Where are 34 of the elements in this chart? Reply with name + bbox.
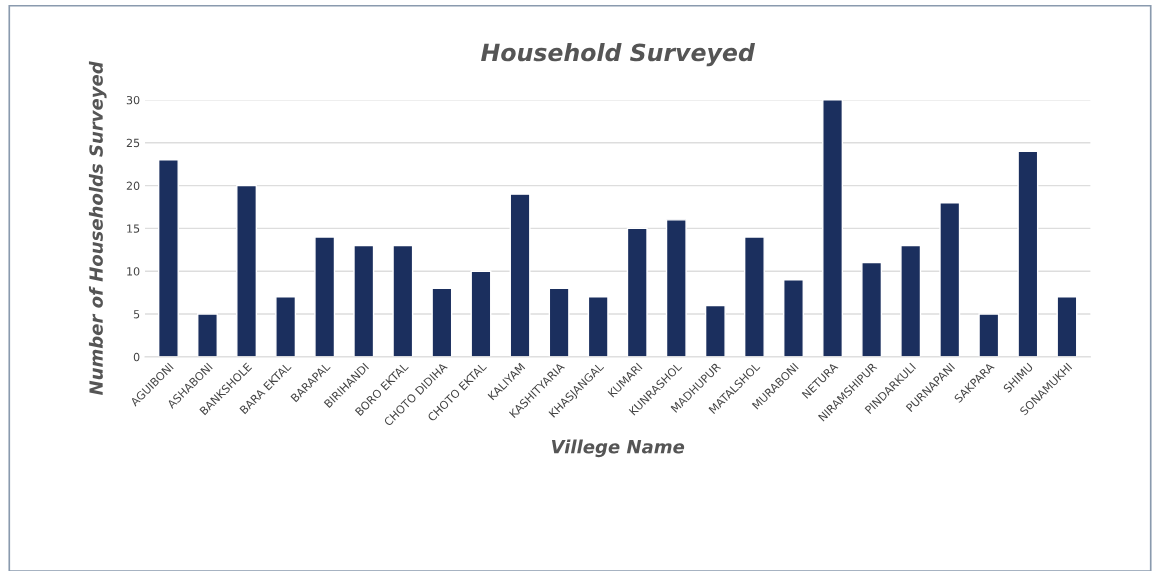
bar	[861, 261, 883, 357]
y-tick-label: 15	[127, 224, 140, 233]
bar	[314, 236, 336, 357]
y-tick-label: 0	[133, 352, 140, 362]
bar	[978, 313, 1000, 357]
bar	[197, 313, 218, 357]
bar	[626, 227, 648, 357]
bar	[1017, 150, 1039, 357]
bar	[704, 304, 726, 357]
bar	[509, 193, 531, 357]
y-tick-label: 25	[126, 138, 140, 148]
bar	[392, 244, 414, 357]
bar	[665, 219, 687, 357]
y-axis-title: Number of Households Surveyed	[88, 61, 107, 396]
bar	[743, 236, 765, 357]
bar	[548, 287, 570, 357]
bar	[900, 244, 922, 357]
bar	[157, 159, 179, 357]
bar	[275, 296, 297, 357]
y-tick-label: 10	[127, 267, 140, 276]
bar	[783, 279, 804, 357]
chart-title: Household Surveyed	[481, 43, 756, 67]
bar	[1056, 296, 1078, 357]
bar	[236, 184, 258, 357]
x-axis-title: Villege Name	[551, 439, 685, 458]
bar	[587, 296, 609, 357]
y-tick-label: 5	[133, 310, 140, 319]
bar	[822, 99, 844, 357]
y-tick-label: 30	[126, 95, 140, 105]
bar	[470, 270, 492, 357]
bar	[431, 287, 453, 357]
bar	[939, 202, 961, 357]
y-tick-label: 20	[126, 181, 140, 190]
bar	[353, 244, 375, 357]
